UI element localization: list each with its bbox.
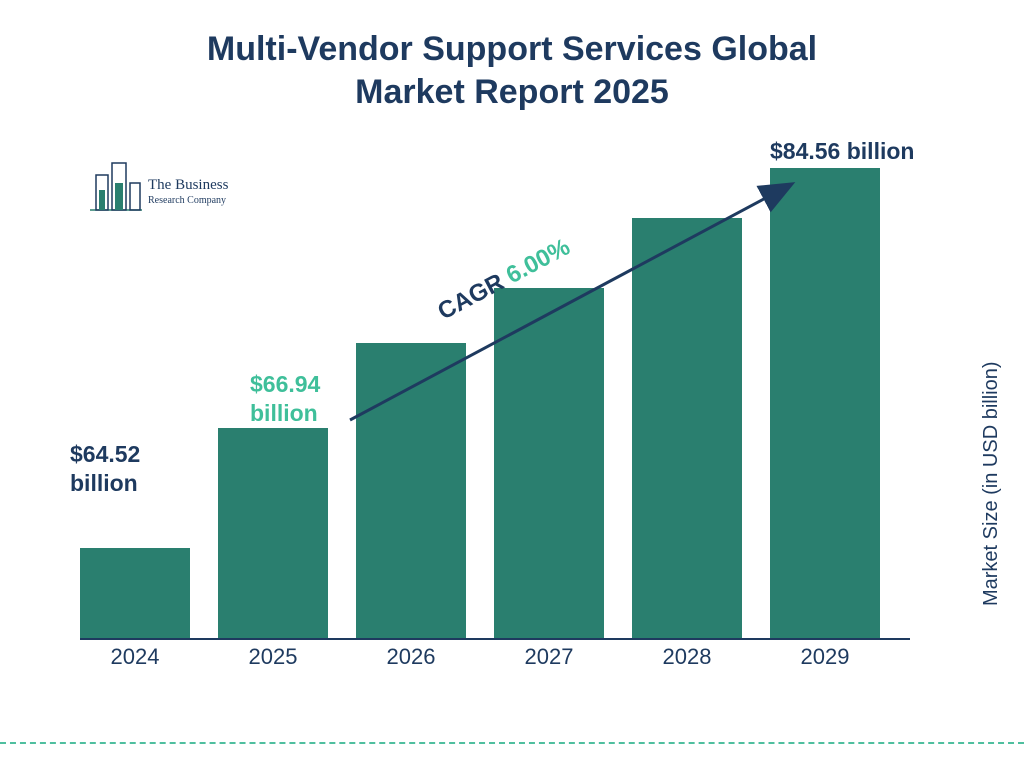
chart-title: Multi-Vendor Support Services Global Mar… xyxy=(0,28,1024,113)
bar xyxy=(494,288,604,638)
bar xyxy=(770,168,880,638)
value-label: $84.56 billion xyxy=(770,137,914,166)
value-label: $66.94billion xyxy=(250,370,320,428)
x-axis-label: 2029 xyxy=(770,644,880,670)
title-line-1: Multi-Vendor Support Services Global xyxy=(0,28,1024,71)
bar xyxy=(356,343,466,638)
x-axis-label: 2027 xyxy=(494,644,604,670)
x-axis-label: 2024 xyxy=(80,644,190,670)
bar-chart: 2024 2025 2026 2027 2028 2029 xyxy=(80,150,910,670)
y-axis-label: Market Size (in USD billion) xyxy=(981,362,1004,607)
x-axis-label: 2028 xyxy=(632,644,742,670)
bar xyxy=(632,218,742,638)
title-line-2: Market Report 2025 xyxy=(0,71,1024,114)
x-axis-label: 2026 xyxy=(356,644,466,670)
bottom-dashed-divider xyxy=(0,742,1024,744)
bar xyxy=(80,548,190,638)
value-label: $64.52billion xyxy=(70,440,140,498)
x-axis-label: 2025 xyxy=(218,644,328,670)
x-axis-line xyxy=(80,638,910,640)
bar xyxy=(218,428,328,638)
